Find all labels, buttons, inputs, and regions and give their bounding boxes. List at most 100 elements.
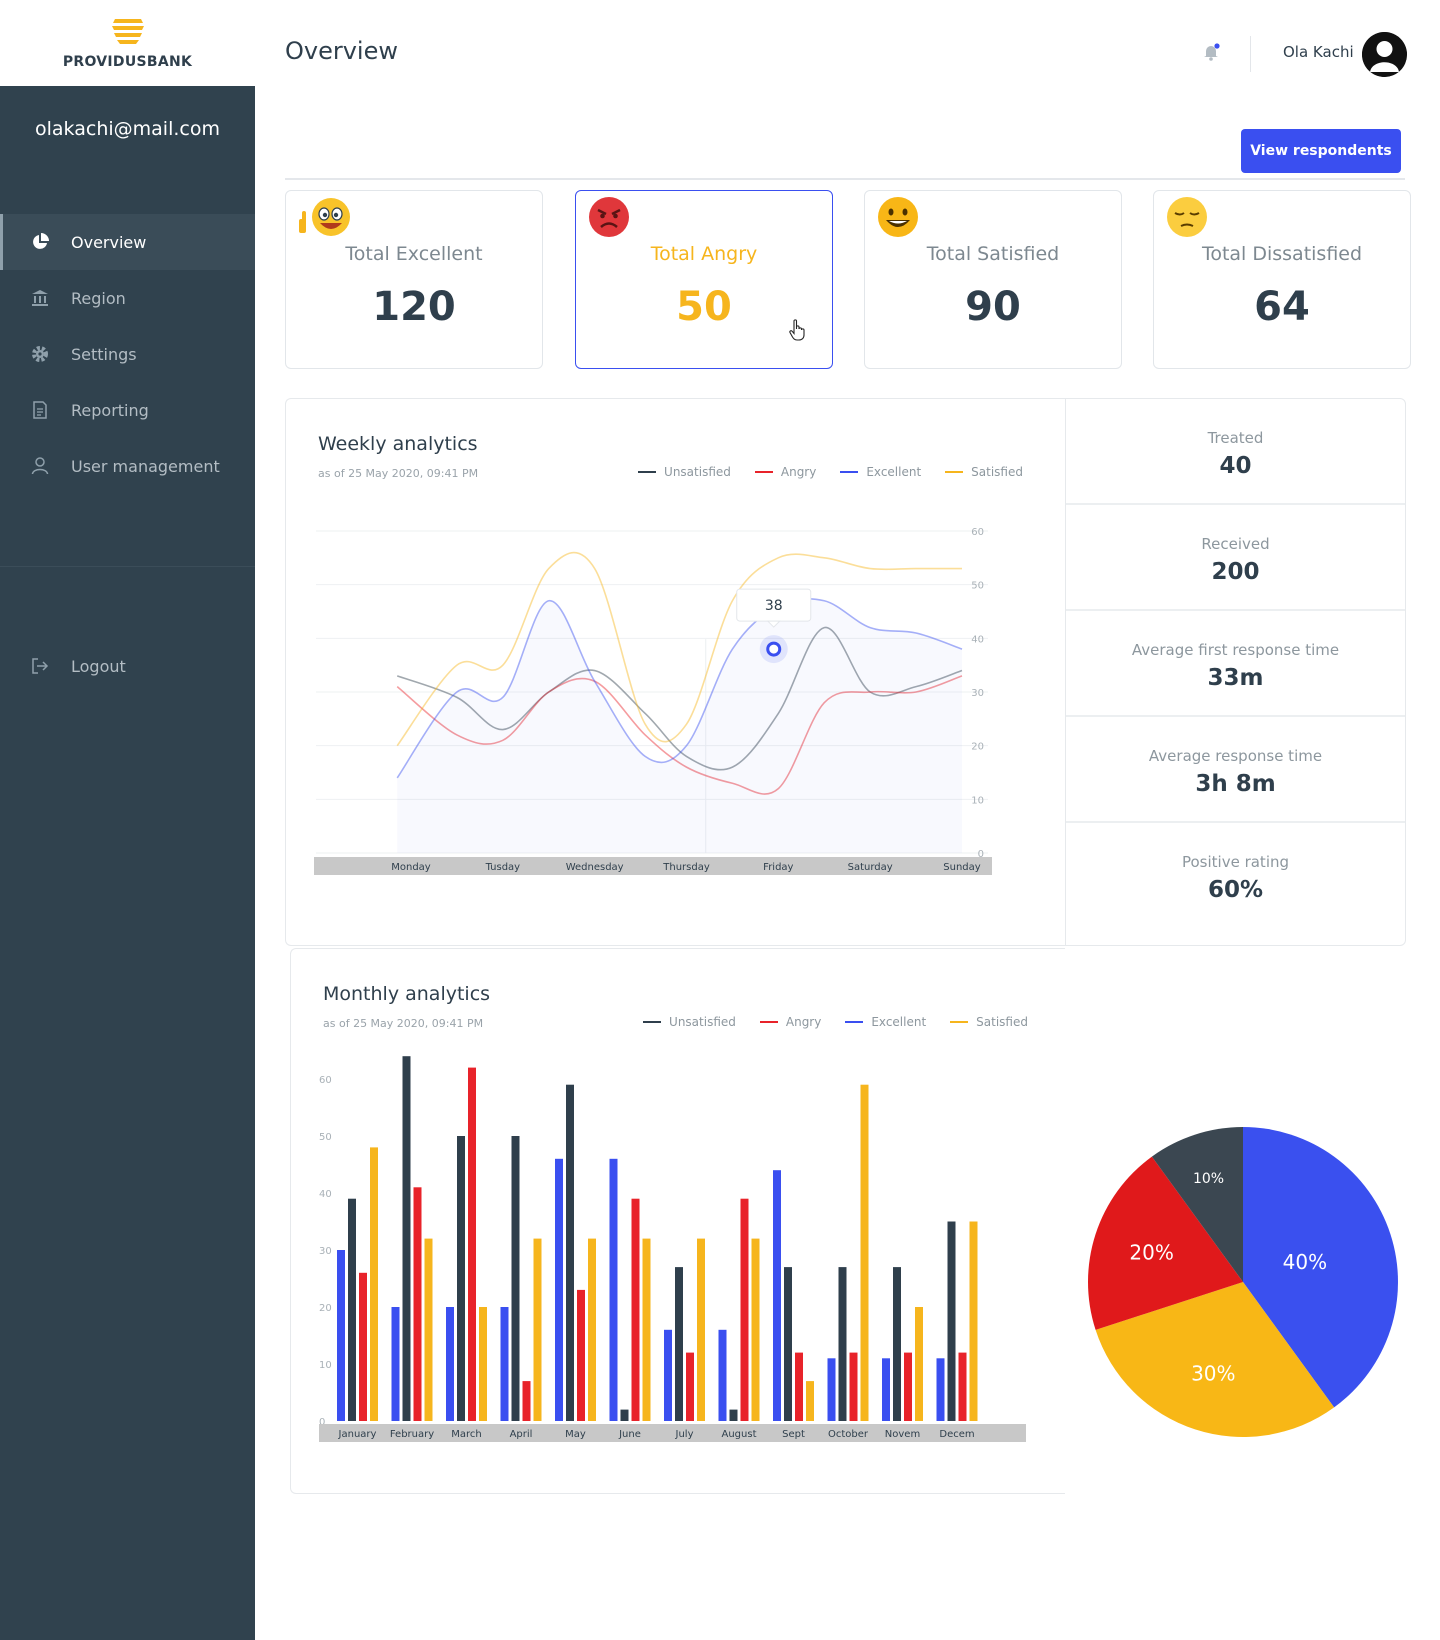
- bar-excellent: [718, 1329, 727, 1421]
- legend-label: Angry: [780, 465, 817, 479]
- notification-bell-icon[interactable]: [1202, 42, 1222, 62]
- stat-card-satisfied[interactable]: Total Satisfied 90: [864, 190, 1122, 369]
- y-tick-label: 50: [971, 581, 984, 592]
- legend-swatch: [754, 471, 773, 473]
- bar-satisfied: [642, 1238, 651, 1421]
- monthly-analytics-panel: Monthly analytics as of 25 May 2020, 09:…: [290, 948, 1065, 1494]
- stat-card-dissatisfied[interactable]: Total Dissatisfied 64: [1153, 190, 1411, 369]
- sidebar-item-overview[interactable]: Overview: [0, 214, 255, 270]
- avatar[interactable]: [1362, 32, 1407, 77]
- legend-swatch: [840, 471, 859, 473]
- sidebar-item-user-management[interactable]: User management: [0, 438, 255, 494]
- sidebar-item-reporting[interactable]: Reporting: [0, 382, 255, 438]
- legend-item[interactable]: Excellent: [845, 1015, 926, 1029]
- bar-angry: [958, 1352, 967, 1421]
- logout-label: Logout: [71, 656, 126, 676]
- weekly-analytics-panel: Weekly analytics as of 25 May 2020, 09:4…: [285, 398, 1065, 946]
- y-tick-label: 40: [971, 634, 984, 645]
- x-tick-label: March: [451, 1429, 481, 1440]
- bar-unsatisfied: [511, 1136, 520, 1421]
- tooltip-arrow: [766, 620, 781, 628]
- metrics-panel: Treated 40 Received 200 Average first re…: [1065, 398, 1406, 946]
- legend-item[interactable]: Unsatisfied: [638, 465, 731, 479]
- weekly-legend: Unsatisfied Angry Excellent Satisfied: [638, 465, 1023, 479]
- stat-card-excellent[interactable]: Total Excellent 120: [285, 190, 543, 369]
- sidebar-item-settings[interactable]: Settings: [0, 326, 255, 382]
- sidebar-item-region[interactable]: Region: [0, 270, 255, 326]
- stat-card-angry[interactable]: Total Angry 50: [575, 190, 833, 369]
- x-tick-label: February: [390, 1429, 434, 1440]
- angry-emoji-icon: [586, 195, 632, 245]
- logout-button[interactable]: Logout: [0, 638, 255, 694]
- legend-item[interactable]: Excellent: [840, 465, 921, 479]
- legend-swatch: [638, 471, 657, 473]
- x-tick-label: Thursday: [662, 862, 710, 873]
- series-line-satisfied: [396, 551, 962, 747]
- bar-excellent: [446, 1307, 454, 1421]
- gear-icon: [31, 345, 49, 363]
- x-tick-label: June: [618, 1429, 641, 1440]
- metric-label: Received: [1201, 535, 1270, 553]
- x-tick-label: Novem: [885, 1429, 920, 1440]
- user-icon: [31, 457, 49, 475]
- x-tick-label: July: [675, 1429, 694, 1440]
- bar-satisfied: [424, 1238, 433, 1421]
- sidebar-item-label: Settings: [71, 344, 137, 364]
- user-name[interactable]: Ola Kachi: [1283, 43, 1354, 61]
- pie-slice-label: 10%: [1193, 1171, 1224, 1187]
- tooltip-value: 38: [765, 598, 783, 614]
- metric-label: Positive rating: [1181, 853, 1290, 871]
- pie-slice: [1243, 1127, 1398, 1408]
- x-tick-label: January: [338, 1429, 377, 1440]
- bar-unsatisfied: [348, 1198, 356, 1421]
- legend-item[interactable]: Angry: [759, 1015, 821, 1029]
- bar-excellent: [391, 1307, 400, 1421]
- y-tick-label: 20: [319, 1303, 332, 1314]
- legend-swatch: [945, 471, 964, 473]
- y-tick-label: 0: [978, 849, 984, 860]
- bar-unsatisfied: [838, 1267, 847, 1421]
- header-divider: [1250, 36, 1251, 72]
- bar-angry: [468, 1067, 476, 1421]
- bar-unsatisfied: [457, 1136, 465, 1421]
- bar-unsatisfied: [729, 1409, 738, 1421]
- bar-satisfied: [533, 1238, 542, 1421]
- x-tick-label: May: [565, 1429, 586, 1440]
- view-respondents-button[interactable]: View respondents: [1241, 129, 1401, 173]
- pie-slice-label: 30%: [1191, 1361, 1235, 1385]
- legend-item[interactable]: Satisfied: [945, 465, 1023, 479]
- sidebar-divider: [0, 566, 255, 567]
- cursor-hand-icon: [789, 319, 805, 341]
- weekly-title: Weekly analytics: [318, 433, 478, 455]
- metric-value: 33m: [1207, 665, 1264, 691]
- legend-label: Excellent: [866, 465, 922, 479]
- series-line-unsatisfied: [396, 626, 963, 771]
- legend-swatch: [845, 1021, 864, 1023]
- pie-chart-icon: [31, 233, 49, 251]
- legend-item[interactable]: Satisfied: [950, 1015, 1028, 1029]
- x-tick-label: Monday: [391, 862, 431, 873]
- pie-slice-label: 20%: [1129, 1240, 1173, 1264]
- legend-label: Satisfied: [971, 465, 1023, 479]
- bar-unsatisfied: [620, 1409, 629, 1421]
- pie-slice: [1095, 1282, 1335, 1437]
- legend-item[interactable]: Angry: [754, 465, 817, 479]
- metric-treated: Treated 40: [1066, 399, 1405, 505]
- legend-swatch: [950, 1021, 969, 1023]
- bar-angry: [904, 1352, 912, 1421]
- monthly-subtitle: as of 25 May 2020, 09:41 PM: [323, 1017, 484, 1030]
- bar-excellent: [664, 1329, 672, 1421]
- stat-label: Total Satisfied: [926, 243, 1060, 265]
- stat-label: Total Excellent: [345, 243, 483, 265]
- x-tick-label: Friday: [763, 862, 793, 873]
- monthly-legend: Unsatisfied Angry Excellent Satisfied: [643, 1015, 1028, 1029]
- bar-angry: [359, 1272, 367, 1421]
- bar-satisfied: [370, 1147, 378, 1421]
- x-tick-label: Saturday: [848, 862, 893, 873]
- legend-item[interactable]: Unsatisfied: [643, 1015, 736, 1029]
- series-area-excellent: [397, 599, 962, 853]
- bar-satisfied: [697, 1238, 705, 1421]
- brand-logo[interactable]: PROVIDUSBANK: [0, 0, 255, 86]
- metric-received: Received 200: [1066, 505, 1405, 611]
- metric-label: Average first response time: [1131, 641, 1340, 659]
